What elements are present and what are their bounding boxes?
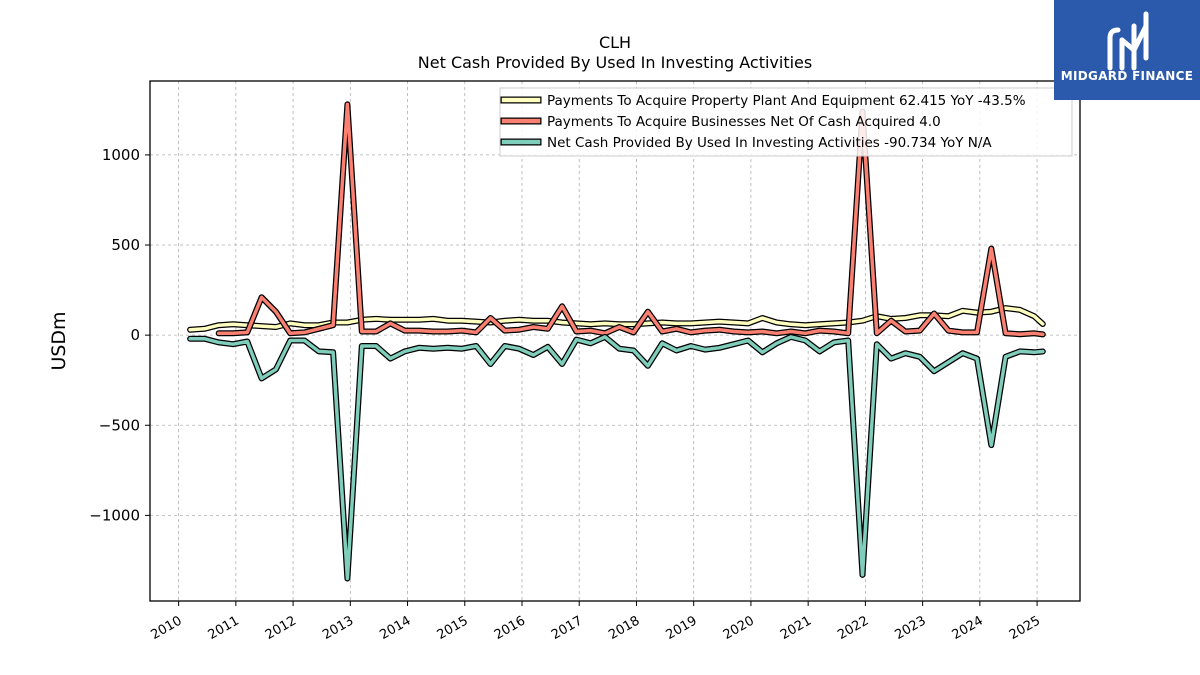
chart-title: CLH <box>599 33 631 52</box>
y-tick-label: −1000 <box>89 506 140 524</box>
logo-text: MIDGARD FINANCE <box>1061 69 1193 83</box>
legend: Payments To Acquire Property Plant And E… <box>499 87 1073 157</box>
legend-box <box>499 87 1073 157</box>
y-tick-label: 1000 <box>102 146 140 164</box>
legend-label-net-investing: Net Cash Provided By Used In Investing A… <box>547 135 992 151</box>
midgard-logo-icon <box>1107 11 1149 71</box>
midgard-logo: MIDGARD FINANCE <box>1054 0 1200 100</box>
chart-subtitle: Net Cash Provided By Used In Investing A… <box>418 53 812 72</box>
y-axis-label: USDm <box>48 311 70 370</box>
y-tick-label: 0 <box>130 326 140 344</box>
y-tick-label: 500 <box>111 236 140 254</box>
plot-frame <box>149 80 1081 602</box>
series-line-acquisitions <box>216 102 1045 337</box>
series-lines <box>187 101 1046 582</box>
legend-label-ppe: Payments To Acquire Property Plant And E… <box>547 93 1026 109</box>
logo-background <box>1054 0 1200 100</box>
y-tick-label: −500 <box>99 416 140 434</box>
series-line-net_investing <box>188 335 1045 581</box>
legend-label-acquisitions: Payments To Acquire Businesses Net Of Ca… <box>547 114 941 130</box>
